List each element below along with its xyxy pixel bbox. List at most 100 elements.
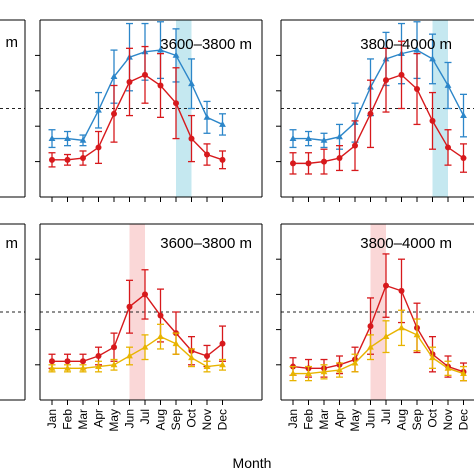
data-point (429, 354, 436, 361)
data-point (320, 136, 328, 143)
data-point (64, 134, 71, 141)
series-red (289, 40, 467, 175)
x-tick-label: May (107, 409, 121, 432)
data-point (203, 113, 211, 120)
data-point (188, 135, 195, 142)
data-point (289, 134, 297, 141)
data-point (305, 370, 312, 376)
data-point (204, 353, 210, 359)
data-point (95, 106, 102, 113)
panel-plot-area (40, 20, 262, 197)
data-point (95, 362, 102, 369)
data-point (219, 120, 226, 127)
x-tick-label: Apr (333, 409, 347, 428)
data-point (321, 158, 327, 165)
panel-frame (35, 19, 263, 202)
panel-plot-area (281, 20, 474, 197)
series-blue (48, 21, 226, 149)
data-point (141, 343, 149, 350)
data-point (382, 333, 390, 340)
x-tick-label: Dec (457, 409, 471, 430)
data-point (219, 361, 226, 368)
data-point (383, 282, 389, 289)
data-point (289, 370, 297, 376)
x-tick-label: Oct (185, 408, 199, 427)
x-tick-label: Feb (61, 409, 75, 430)
series-yellow (48, 323, 226, 373)
panel-plot-area (0, 311, 25, 313)
data-point (79, 364, 87, 371)
series-yellow (289, 309, 467, 382)
x-tick-label: Jan (45, 409, 59, 428)
panel-title: 3800–4000 m (360, 235, 452, 252)
data-point (336, 366, 343, 373)
data-point (64, 358, 71, 365)
data-point (367, 343, 374, 350)
panel-top-left: m (0, 19, 26, 198)
series-blue (289, 21, 467, 150)
panel-title: 3600–3800 m (160, 36, 252, 53)
data-point (80, 358, 86, 365)
data-point (48, 364, 56, 371)
x-tick-label: Sep (169, 409, 183, 431)
data-point (111, 344, 117, 351)
data-point (157, 333, 164, 340)
data-point (460, 111, 467, 118)
data-point (352, 142, 358, 149)
data-point (110, 73, 118, 80)
x-tick-label: Oct (426, 408, 440, 427)
data-point (111, 110, 117, 117)
data-point (64, 364, 71, 371)
data-point (414, 86, 420, 93)
panel-plot-area (40, 224, 262, 400)
data-point (157, 312, 164, 319)
data-point (157, 82, 164, 89)
panel-top-middle: 3600–3800 m (35, 19, 263, 202)
data-point (398, 324, 405, 331)
data-point (429, 55, 436, 62)
data-point (429, 117, 436, 124)
data-point (367, 323, 374, 330)
data-point (398, 71, 405, 78)
panel-bottom-left: m (0, 223, 26, 401)
data-point (204, 151, 210, 158)
data-point (413, 46, 421, 53)
x-tick-label: Apr (92, 409, 106, 428)
panel-frame (276, 19, 474, 202)
data-point (142, 71, 148, 78)
data-point (79, 136, 87, 143)
data-point (351, 359, 359, 366)
series-line-blue (293, 49, 465, 142)
series-red (48, 45, 226, 170)
panel-frame (276, 223, 474, 405)
data-point (126, 303, 133, 310)
data-point (188, 80, 195, 87)
data-point (219, 340, 226, 347)
data-point (173, 100, 179, 107)
data-point (157, 46, 164, 53)
x-tick-label: Nov (441, 409, 455, 430)
data-point (444, 81, 452, 88)
data-point (413, 331, 421, 338)
data-point (336, 133, 343, 140)
data-point (95, 353, 102, 359)
data-point (445, 144, 451, 151)
data-point (172, 340, 180, 347)
highlight-band (176, 20, 192, 197)
panel-frame (35, 223, 263, 405)
data-point (444, 364, 452, 371)
data-point (126, 78, 133, 85)
x-tick-label: May (348, 409, 362, 432)
panel-title: m (6, 235, 19, 252)
data-point (49, 358, 55, 365)
data-point (290, 160, 296, 167)
data-point (336, 155, 343, 162)
data-point (126, 352, 133, 359)
x-tick-label: Jun (123, 409, 137, 428)
x-tick-label: Jan (286, 409, 300, 428)
x-tick-label: Jul (379, 409, 393, 424)
x-tick-label: Sep (410, 409, 424, 431)
panel-top-right: 3800–4000 m (276, 19, 474, 202)
data-point (172, 51, 180, 58)
